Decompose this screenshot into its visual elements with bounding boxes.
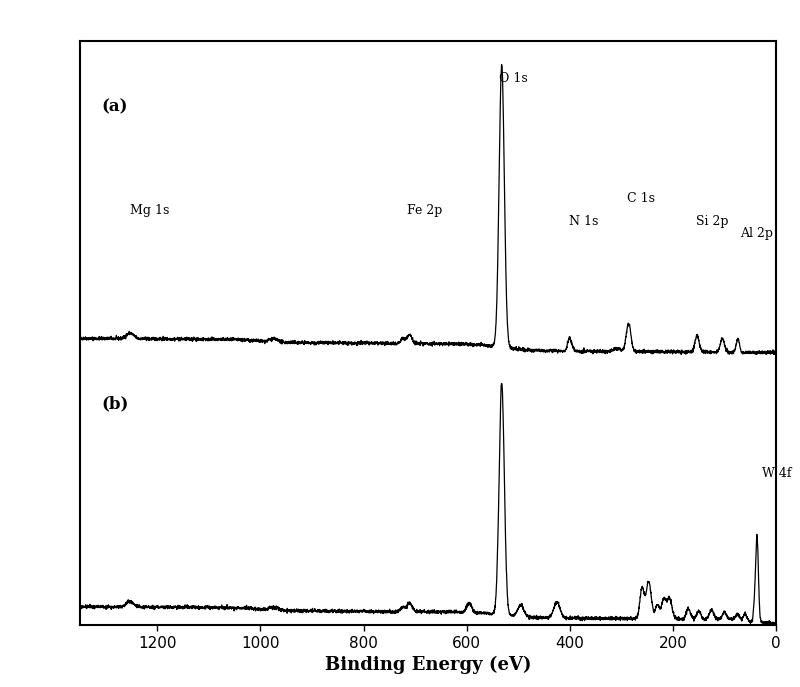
X-axis label: Binding Energy (eV): Binding Energy (eV) <box>325 656 531 675</box>
Text: N 1s: N 1s <box>569 216 598 229</box>
Text: Si 2p: Si 2p <box>696 216 729 229</box>
Text: W 4f: W 4f <box>762 467 791 480</box>
Text: C 1s: C 1s <box>627 192 655 205</box>
Text: Al 2p: Al 2p <box>740 227 773 240</box>
Text: Fe 2p: Fe 2p <box>407 204 442 217</box>
Text: (b): (b) <box>101 396 128 412</box>
Text: Mg 1s: Mg 1s <box>130 204 170 217</box>
Text: (a): (a) <box>101 98 127 115</box>
Text: O 1s: O 1s <box>498 72 527 85</box>
